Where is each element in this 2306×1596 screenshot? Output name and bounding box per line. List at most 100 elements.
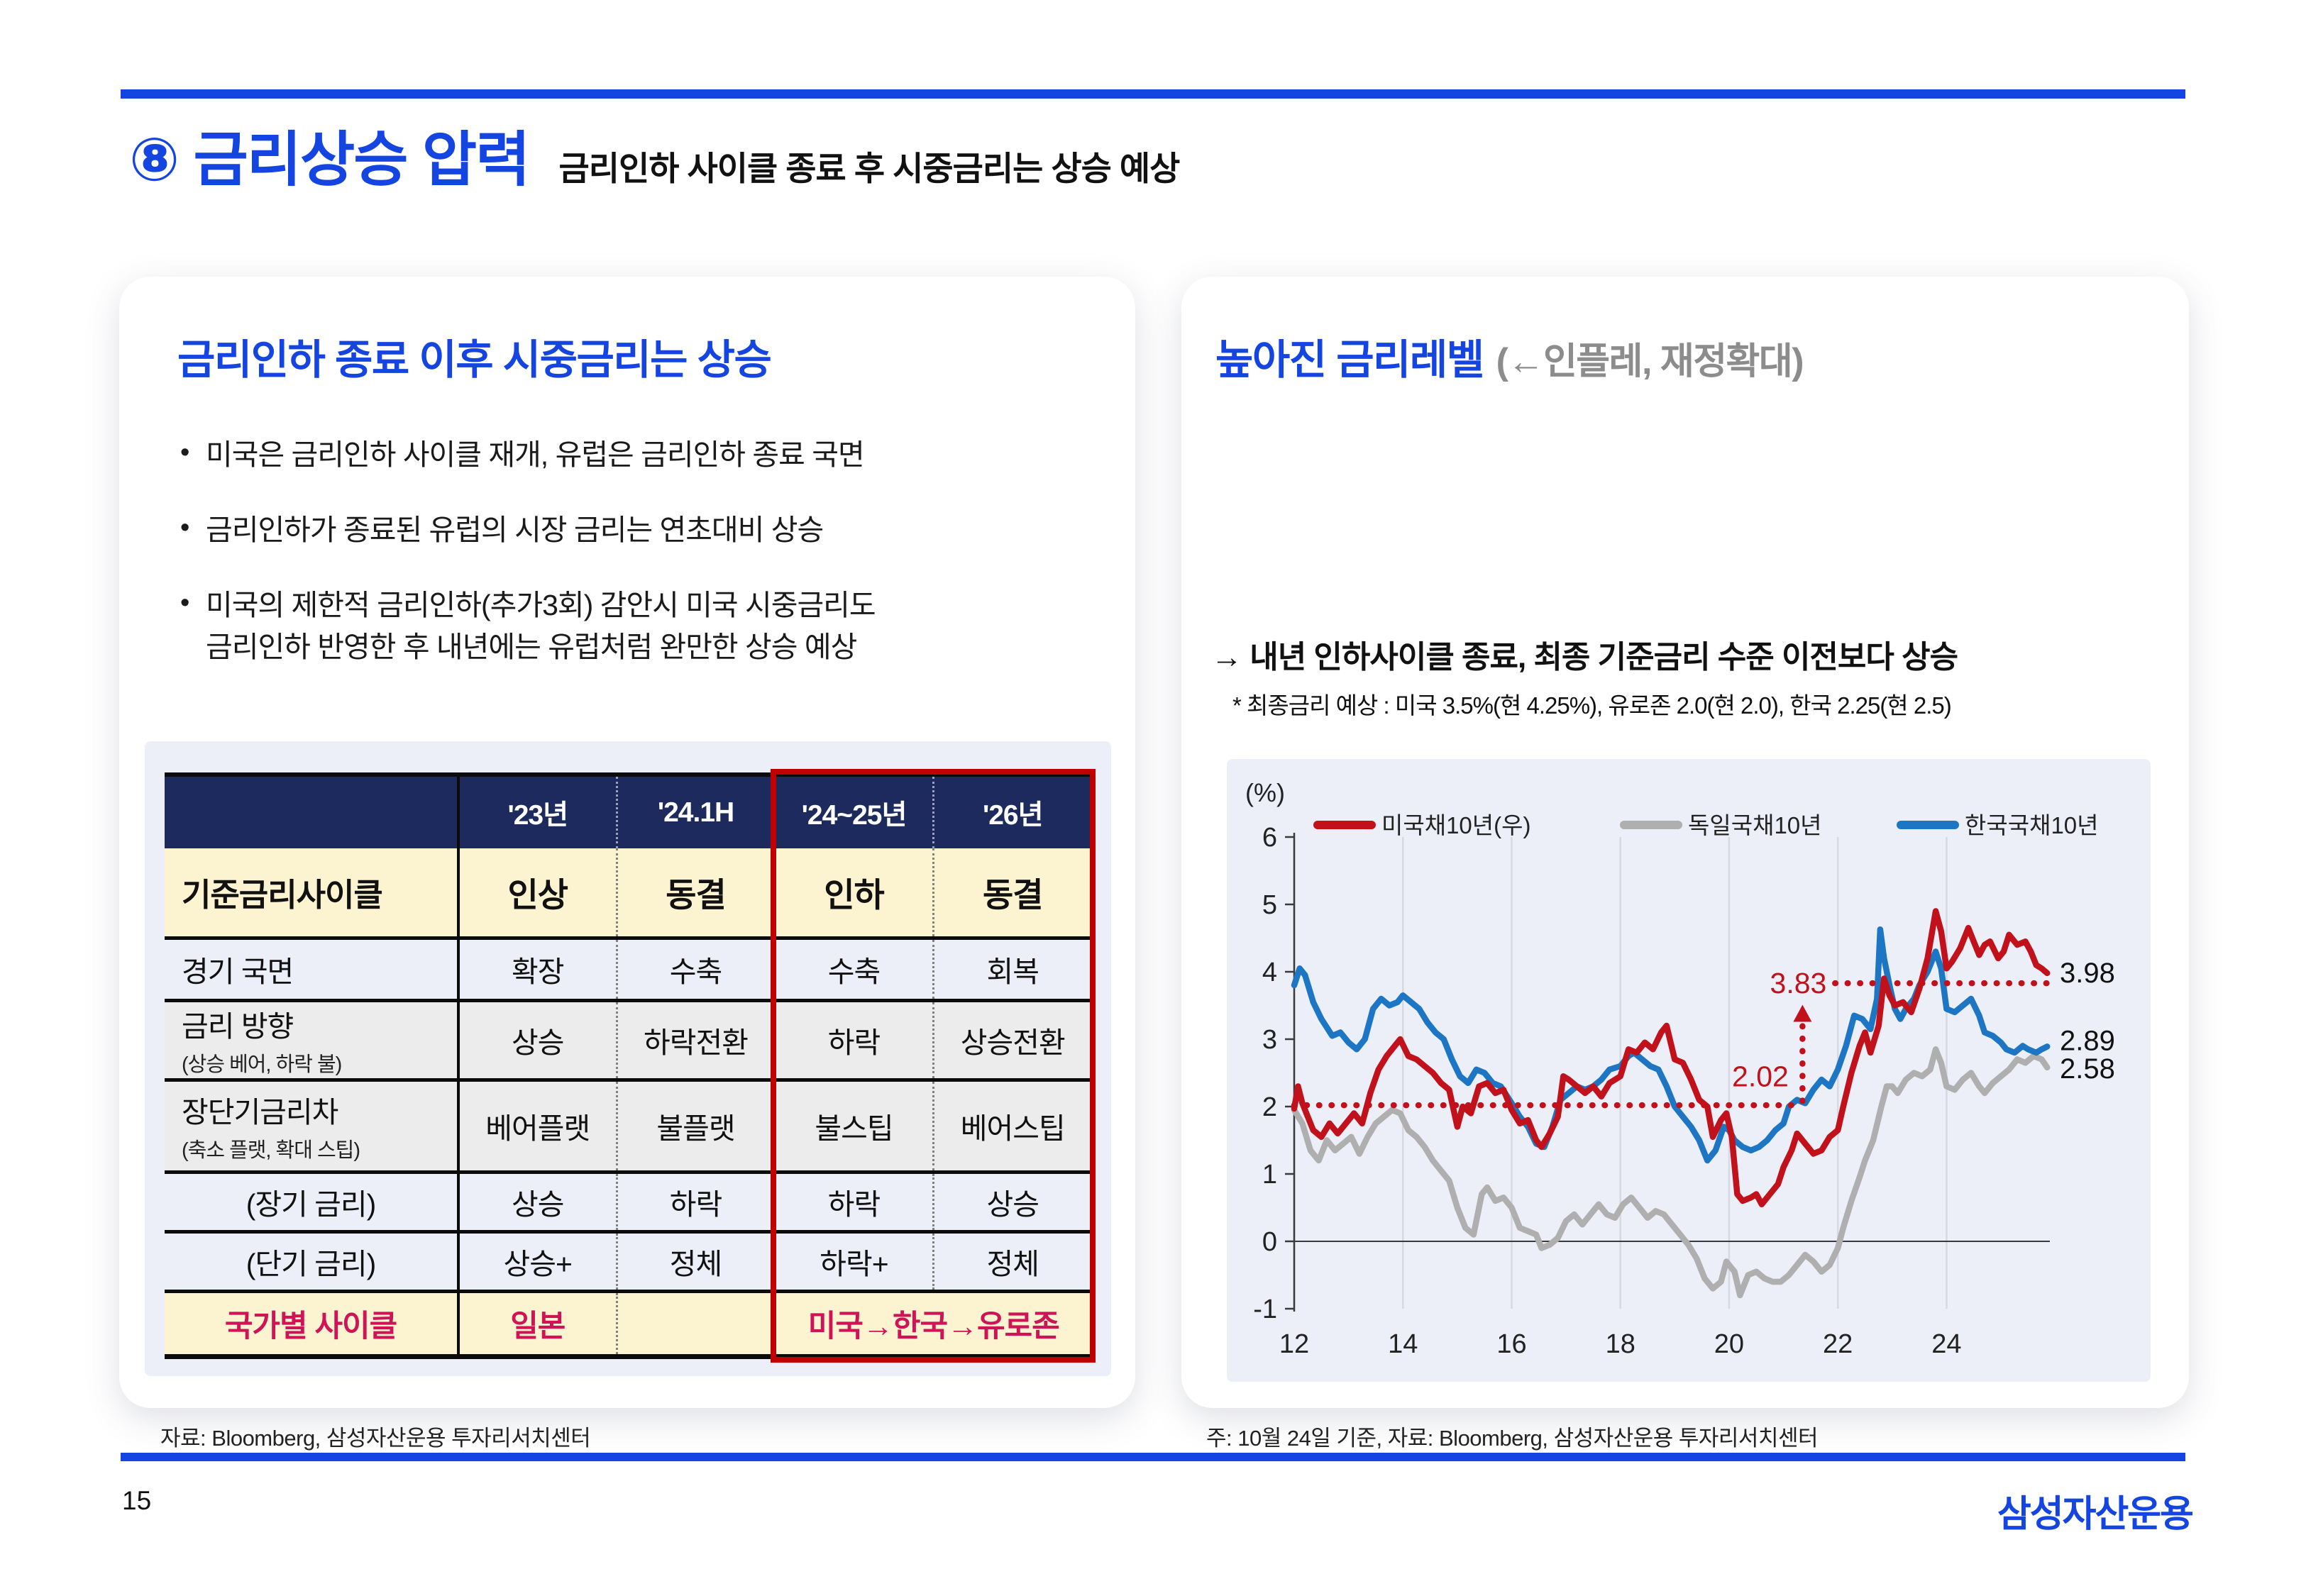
bond-yield-chart: 6 5 4 3 2 1 0 -112 14 16 18 20 22 24 (%) 미국채10년(우) 독일국채1… xyxy=(1245,778,2115,1359)
table-cell: 하락 xyxy=(617,1172,776,1231)
table-cell: 정체 xyxy=(617,1231,776,1291)
chart-inset: 6 5 4 3 2 1 0 -1 12 14 16 18 20 22 24 (%) 미국채10년(우) 독일국채1… xyxy=(1227,759,2151,1382)
left-panel: 금리인하 종료 이후 시중금리는 상승 미국은 금리인하 사이클 재개, 유럽은… xyxy=(119,277,1135,1408)
table-row: (단기 금리) 상승+ 정체 하락+ 정체 xyxy=(165,1231,1091,1291)
table-cell: 정체 xyxy=(986,1248,1039,1280)
x-tick-label: 20 xyxy=(1714,1329,1744,1359)
baseline-value-label: 2.02 xyxy=(1732,1060,1789,1093)
page-subtitle: 금리인하 사이클 종료 후 시중금리는 상승 예상 xyxy=(558,150,1180,187)
legend-label: 독일국채10년 xyxy=(1688,812,1822,838)
table-cell: 하락+ xyxy=(775,1231,934,1291)
target-value-label: 3.83 xyxy=(1770,967,1827,999)
right-panel-title: 높아진 금리레벨 xyxy=(1215,337,1484,383)
table-row: 경기 국면 확장 수축 수축 회복 xyxy=(165,938,1091,1000)
row-label: (단기 금리) xyxy=(165,1231,460,1291)
right-note: 주: 10월 24일 기준, 자료: Bloomberg, 삼성자산운용 투자리… xyxy=(1206,1426,1819,1451)
legend-label: 미국채10년(우) xyxy=(1381,812,1531,838)
bullet-item: 금리인하가 종료된 유럽의 시장 금리는 연초대비 상승 xyxy=(177,509,876,550)
table-cell: 상승전환 xyxy=(960,1026,1066,1059)
table-cell: 인하 xyxy=(775,848,934,938)
table-row: 기준금리사이클 인상 동결 인하 동결 xyxy=(165,848,1091,938)
page-title: ⑧ 금리상승 압력 xyxy=(129,126,530,193)
table-cell: 회복 xyxy=(986,955,1039,988)
table-cell: 일본 xyxy=(458,1291,618,1356)
table-cell xyxy=(617,1291,776,1356)
table-header-row: '23년 '24.1H '24~25년 '26년 xyxy=(165,772,1091,848)
table-cell: 상승+ xyxy=(458,1231,618,1291)
conclusion-line: → 내년 인하사이클 종료, 최종 기준금리 수준 이전보다 상승 xyxy=(1211,640,1958,675)
table-cell: 상승 xyxy=(986,1188,1039,1221)
y-tick-label: 3 xyxy=(1262,1025,1277,1055)
bottom-accent-bar xyxy=(121,1453,2185,1461)
table-cell: 수축 xyxy=(617,938,776,1000)
right-panel-title-suffix: (←인플레, 재정확대) xyxy=(1496,341,1804,382)
table-cell: 베어스팁 xyxy=(960,1112,1066,1145)
series-end-label: 3.98 xyxy=(2060,958,2115,989)
series-end-label: 2.58 xyxy=(2060,1053,2115,1085)
y-tick-label: 5 xyxy=(1262,890,1277,920)
table-header-cell xyxy=(165,772,460,848)
table-cell: 하락전환 xyxy=(617,1000,776,1080)
table-cell: 수축 xyxy=(775,938,934,1000)
table-cell: 동결 xyxy=(617,848,776,938)
rate-cycle-table: '23년 '24.1H '24~25년 '26년 기준금리사이클 인상 동결 인하 동결 경기 국… xyxy=(165,772,1091,1359)
right-panel-title-row: 높아진 금리레벨 (←인플레, 재정확대) xyxy=(1215,326,1804,386)
legend-label: 한국국채10년 xyxy=(1965,812,2099,838)
header: ⑧ 금리상승 압력 금리인하 사이클 종료 후 시중금리는 상승 예상 xyxy=(129,112,1180,198)
bullet-item: 미국의 제한적 금리인하(추가3회) 감안시 미국 시중금리도 금리인하 반영한… xyxy=(177,584,876,667)
y-tick-label: 6 xyxy=(1262,823,1277,853)
table-inset: '23년 '24.1H '24~25년 '26년 기준금리사이클 인상 동결 인하 동결 경기 국… xyxy=(145,741,1111,1376)
company-logo: 삼성자산운용 xyxy=(1997,1494,2194,1535)
top-accent-bar xyxy=(121,89,2185,99)
y-tick-label: 4 xyxy=(1262,958,1277,987)
bullet-item: 미국은 금리인하 사이클 재개, 유럽은 금리인하 종료 국면 xyxy=(177,434,876,475)
table-cell: 베어플랫 xyxy=(458,1080,618,1172)
table-cell: 불플랫 xyxy=(617,1080,776,1172)
series-line xyxy=(1291,1046,2051,1299)
left-source: 자료: Bloomberg, 삼성자산운용 투자리서치센터 xyxy=(160,1426,591,1451)
y-tick-label: 1 xyxy=(1262,1160,1277,1190)
table-header-cell: '26년 xyxy=(933,772,1091,848)
unit-label: (%) xyxy=(1245,778,1285,807)
x-tick-label: 12 xyxy=(1279,1329,1309,1359)
y-tick-label: 2 xyxy=(1262,1092,1277,1122)
left-bullets: 미국은 금리인하 사이클 재개, 유럽은 금리인하 종료 국면금리인하가 종료된… xyxy=(177,434,876,702)
y-tick-label: 0 xyxy=(1262,1227,1277,1257)
table-header-cell: '24.1H xyxy=(617,772,776,848)
left-panel-title: 금리인하 종료 이후 시중금리는 상승 xyxy=(177,337,772,383)
terminal-rate-footnote: * 최종금리 예상 : 미국 3.5%(현 4.25%), 유로존 2.0(현 … xyxy=(1232,692,1952,719)
series-line xyxy=(1291,908,2051,1208)
table-row: 국가별 사이클 일본 미국→한국→유로존 xyxy=(165,1291,1091,1356)
row-label: 기준금리사이클 xyxy=(165,848,460,938)
table-header-cell: '24~25년 xyxy=(775,772,934,848)
table-cell: 상승 xyxy=(458,1172,618,1231)
page-number: 15 xyxy=(122,1486,152,1515)
x-tick-label: 14 xyxy=(1388,1329,1418,1359)
table-cell: 인상 xyxy=(458,848,618,938)
row-label: 경기 국면 xyxy=(165,938,460,1000)
table-row: (장기 금리) 상승 하락 하락 상승 xyxy=(165,1172,1091,1231)
series-end-label: 2.89 xyxy=(2060,1025,2115,1056)
table-cell: 확장 xyxy=(458,938,618,1000)
arrow-head xyxy=(1793,1004,1812,1022)
series-line xyxy=(1291,926,2051,1164)
right-panel: 높아진 금리레벨 (←인플레, 재정확대) → 내년 인하사이클 종료, 최종 … xyxy=(1181,277,2189,1408)
x-tick-label: 18 xyxy=(1606,1329,1635,1359)
table-row: 장단기금리차 (축소 플랫, 확대 스팁) 베어플랫 불플랫 불스팁 베어스팁 xyxy=(165,1080,1091,1172)
table-cell: 상승 xyxy=(458,1000,618,1080)
x-tick-label: 22 xyxy=(1823,1329,1853,1359)
y-tick-label: -1 xyxy=(1253,1295,1277,1324)
row-label: (장기 금리) xyxy=(165,1172,460,1231)
table-cell: 하락 xyxy=(775,1000,934,1080)
row-label: 장단기금리차 (축소 플랫, 확대 스팁) xyxy=(165,1080,460,1172)
row-label: 금리 방향 (상승 베어, 하락 불) xyxy=(165,1000,460,1080)
x-tick-label: 24 xyxy=(1931,1329,1961,1359)
table-cell: 불스팁 xyxy=(775,1080,934,1172)
table-cell: 미국→한국→유로존 xyxy=(807,1309,1060,1343)
table-header-cell: '23년 xyxy=(458,772,618,848)
table-row: 금리 방향 (상승 베어, 하락 불) 상승 하락전환 하락 상승전환 xyxy=(165,1000,1091,1080)
table-cell: 동결 xyxy=(983,876,1043,914)
row-label: 국가별 사이클 xyxy=(165,1291,460,1356)
x-tick-label: 16 xyxy=(1496,1329,1526,1359)
